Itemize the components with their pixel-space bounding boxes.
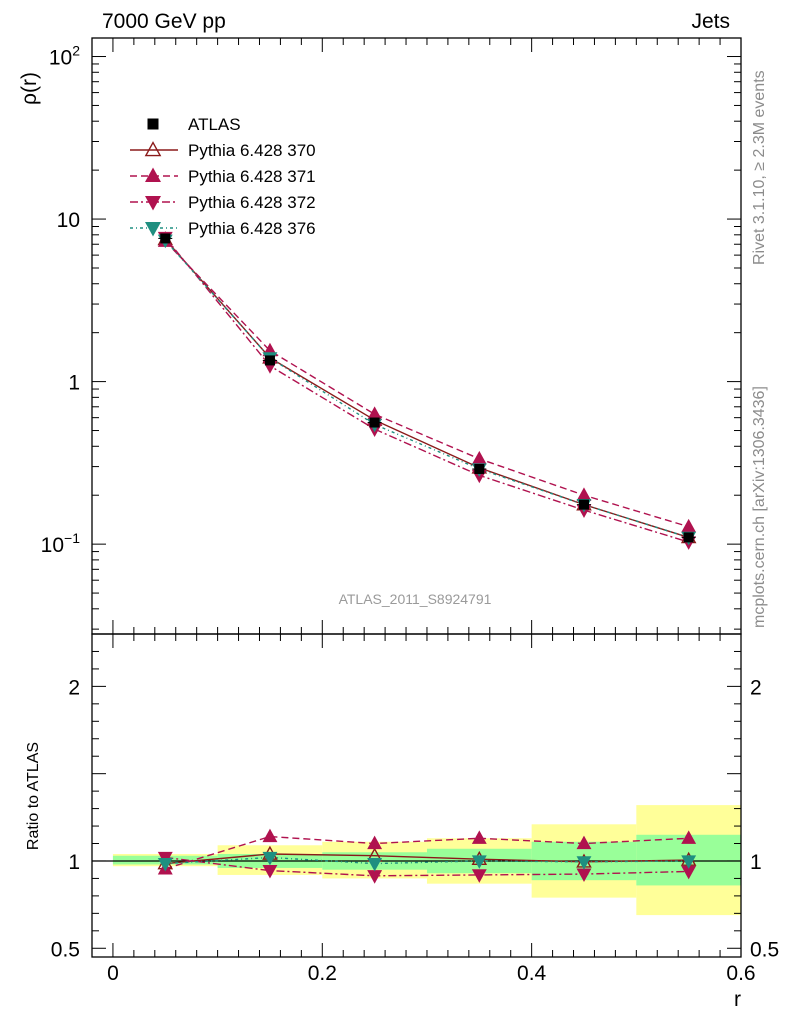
ratio-y-tick-label-right: 1 <box>750 851 762 874</box>
legend-label: Pythia 6.428 370 <box>188 141 316 160</box>
ratio-y-tick-label-right: 0.5 <box>750 938 779 961</box>
ratio-point <box>262 864 278 879</box>
legend-marker <box>144 141 162 157</box>
main-y-tick-label: 102 <box>49 43 80 70</box>
main-y-label: ρ(r) <box>18 72 41 105</box>
watermark: ATLAS_2011_S8924791 <box>339 591 492 607</box>
ratio-y-tick-label: 1 <box>68 851 80 874</box>
ratio-point <box>367 835 383 850</box>
legend-label: Pythia 6.428 371 <box>188 167 316 186</box>
ratio-point <box>576 856 592 870</box>
main-panel: 10−1 1 10 102 ρ(r) ATLAS Pythia 6.428 370 Pythi… <box>18 37 742 635</box>
atlas-point <box>474 463 485 474</box>
ratio-frame <box>91 633 742 958</box>
header-right: Jets <box>691 10 730 33</box>
x-tick-label: 0.2 <box>308 962 337 985</box>
legend-marker <box>147 118 159 130</box>
atlas-point <box>369 417 380 428</box>
x-tick-label: 0.4 <box>517 962 547 985</box>
atlas-point <box>264 355 275 366</box>
atlas-point <box>683 532 694 543</box>
main-series-line <box>164 237 689 543</box>
main-y-tick-label: 10−1 <box>41 530 81 557</box>
ratio-series-line <box>165 856 689 877</box>
main-series-line <box>164 239 689 539</box>
atlas-point <box>578 499 589 510</box>
header-left: 7000 GeV pp <box>102 10 226 33</box>
ratio-panel: 0.5 0.5 1 1 2 2 0 0.2 0.4 0.6 Ratio to ATLAS r <box>25 633 779 1011</box>
ratio-y-tick-label: 0.5 <box>51 938 80 961</box>
main-series-line <box>164 238 689 539</box>
ratio-point <box>471 869 487 883</box>
legend-marker <box>145 167 161 183</box>
ratio-y-label: Ratio to ATLAS <box>25 742 42 850</box>
legend-label: Pythia 6.428 372 <box>188 193 316 212</box>
main-y-tick-label: 10 <box>57 209 80 232</box>
legend-marker <box>145 195 161 211</box>
ratio-point <box>262 828 278 843</box>
main-point <box>471 450 487 465</box>
ratio-point <box>471 830 487 844</box>
legend-marker <box>145 221 161 237</box>
ratio-point <box>157 857 173 872</box>
main-series-line <box>164 240 689 528</box>
ratio-series-line <box>165 856 689 865</box>
x-tick-label: 0 <box>107 962 119 985</box>
mcplots-label: mcplots.cern.ch [arXiv:1306.3436] <box>751 386 768 628</box>
legend-label: ATLAS <box>188 115 241 134</box>
ratio-y-tick-label-right: 2 <box>750 676 762 699</box>
ratio-series-line <box>165 835 689 870</box>
atlas-point <box>160 233 171 244</box>
ratio-point <box>471 855 487 869</box>
ratio-point <box>367 857 383 872</box>
ratio-point <box>576 835 592 850</box>
x-tick-label: 0.6 <box>726 962 755 985</box>
rivet-label: Rivet 3.1.10, ≥ 2.3M events <box>751 70 768 265</box>
main-y-tick-label: 1 <box>68 372 80 395</box>
legend-label: Pythia 6.428 376 <box>188 219 316 238</box>
main-point <box>681 518 697 533</box>
ratio-point <box>681 830 697 844</box>
main-point <box>576 487 592 501</box>
x-axis-label: r <box>734 988 741 1011</box>
ratio-point <box>262 851 278 866</box>
ratio-point <box>681 855 697 869</box>
ratio-y-tick-label: 2 <box>68 676 80 699</box>
